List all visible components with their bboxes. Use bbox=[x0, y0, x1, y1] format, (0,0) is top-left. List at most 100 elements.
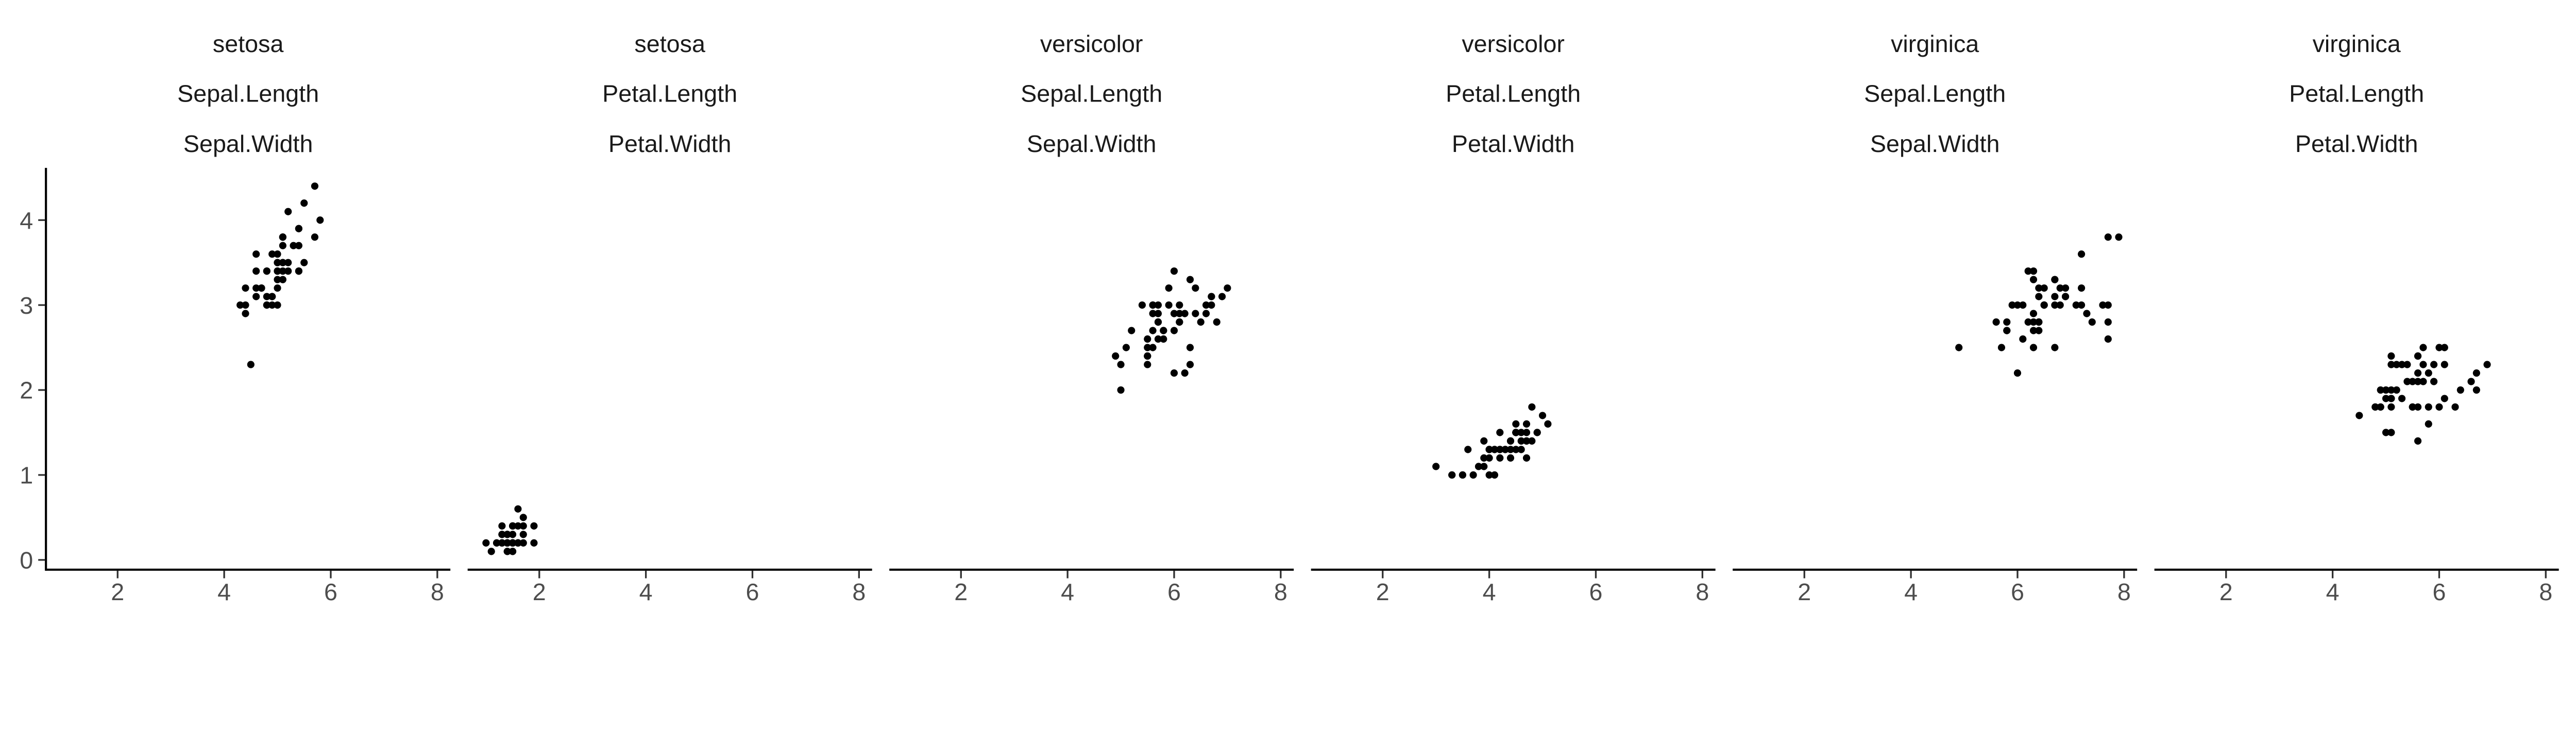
data-point bbox=[1485, 446, 1493, 453]
data-point bbox=[2414, 369, 2422, 377]
data-point bbox=[1186, 344, 1194, 351]
data-point bbox=[2104, 335, 2112, 343]
x-tick-label: 6 bbox=[2432, 579, 2446, 605]
strip-label: Petal.Length bbox=[1446, 80, 1581, 107]
data-point bbox=[247, 361, 255, 368]
data-point bbox=[279, 242, 286, 249]
data-point bbox=[274, 250, 281, 258]
data-point bbox=[1459, 471, 1466, 479]
facet-panel-3: versicolor Sepal.Length Sepal.Width 2 4 6 8 bbox=[889, 30, 1294, 605]
data-point bbox=[2409, 378, 2416, 385]
data-point bbox=[514, 539, 522, 547]
data-point bbox=[2377, 403, 2384, 411]
x-tick-label: 4 bbox=[2326, 579, 2340, 605]
data-point bbox=[2051, 293, 2059, 300]
data-point bbox=[2398, 361, 2406, 368]
data-point bbox=[1144, 352, 1151, 360]
data-point bbox=[2099, 301, 2107, 309]
data-point bbox=[300, 199, 308, 207]
x-tick-label: 8 bbox=[852, 579, 866, 605]
x-tick-label: 2 bbox=[1376, 579, 1389, 605]
strip-label: Petal.Length bbox=[2289, 80, 2424, 107]
data-point bbox=[1144, 344, 1151, 351]
data-point bbox=[252, 267, 260, 275]
data-point bbox=[2035, 284, 2043, 292]
x-tick-label: 4 bbox=[1483, 579, 1496, 605]
data-point bbox=[1480, 463, 1488, 470]
data-point bbox=[519, 522, 527, 530]
y-tick-label: 2 bbox=[20, 377, 33, 404]
data-point bbox=[2029, 318, 2038, 326]
data-point bbox=[316, 216, 324, 224]
data-point bbox=[493, 539, 501, 547]
data-point bbox=[1170, 267, 1178, 275]
data-point bbox=[268, 301, 276, 309]
data-point bbox=[530, 539, 538, 547]
strip-label: Sepal.Length bbox=[177, 80, 319, 107]
strip-label: Sepal.Length bbox=[1021, 80, 1162, 107]
data-point bbox=[498, 539, 506, 547]
data-point bbox=[2029, 344, 2038, 351]
data-point bbox=[2104, 301, 2112, 309]
data-point bbox=[2355, 412, 2363, 419]
data-point bbox=[258, 284, 265, 292]
data-point bbox=[2104, 318, 2112, 326]
data-point bbox=[1213, 318, 1221, 326]
strip-label: Petal.Length bbox=[602, 80, 737, 107]
data-point bbox=[1181, 369, 1189, 377]
data-point bbox=[268, 293, 276, 300]
data-point bbox=[1490, 471, 1499, 479]
x-tick-label: 2 bbox=[954, 579, 968, 605]
data-point bbox=[242, 301, 249, 309]
data-point bbox=[2425, 403, 2432, 411]
data-point bbox=[1512, 420, 1520, 428]
x-tick-label: 6 bbox=[324, 579, 337, 605]
data-point bbox=[1464, 446, 1472, 453]
x-tick-label: 8 bbox=[2117, 579, 2131, 605]
data-point bbox=[1176, 310, 1183, 317]
data-point bbox=[2088, 318, 2096, 326]
data-point bbox=[1496, 454, 1504, 462]
data-point bbox=[1480, 454, 1488, 462]
data-point bbox=[2056, 301, 2064, 309]
data-point bbox=[279, 233, 286, 241]
data-point bbox=[1176, 318, 1183, 326]
x-tick-label: 8 bbox=[431, 579, 444, 605]
x-tick-label: 8 bbox=[1274, 579, 1287, 605]
data-point bbox=[2451, 403, 2459, 411]
strip-label: versicolor bbox=[1462, 30, 1565, 57]
data-point bbox=[1522, 454, 1531, 462]
x-tick-label: 2 bbox=[2219, 579, 2233, 605]
data-point bbox=[2382, 386, 2390, 394]
data-point bbox=[2425, 369, 2432, 377]
data-point bbox=[2008, 301, 2016, 309]
x-tick-label: 4 bbox=[639, 579, 653, 605]
data-point bbox=[1480, 437, 1488, 445]
data-point bbox=[2115, 233, 2123, 241]
data-point bbox=[1122, 344, 1130, 351]
data-point bbox=[1181, 310, 1189, 317]
data-point bbox=[1170, 369, 1178, 377]
data-point bbox=[1506, 446, 1515, 453]
x-tick-label: 4 bbox=[217, 579, 231, 605]
data-point bbox=[1117, 361, 1125, 368]
data-point bbox=[2003, 327, 2011, 334]
data-point bbox=[2441, 344, 2448, 351]
data-point bbox=[2430, 361, 2438, 368]
strip-label: versicolor bbox=[1040, 30, 1143, 57]
data-point bbox=[2382, 395, 2390, 402]
strip-label: virginica bbox=[1891, 30, 1979, 57]
data-point bbox=[2077, 250, 2086, 258]
data-point bbox=[2419, 344, 2427, 351]
data-point bbox=[503, 548, 511, 555]
data-point bbox=[2040, 301, 2048, 309]
data-point bbox=[279, 267, 286, 275]
data-point bbox=[2003, 318, 2011, 326]
data-point bbox=[2472, 386, 2480, 394]
data-point bbox=[1117, 386, 1125, 394]
data-point bbox=[1522, 420, 1531, 428]
data-point bbox=[2435, 344, 2443, 351]
data-point bbox=[1490, 446, 1499, 453]
data-point bbox=[1432, 463, 1440, 470]
data-point bbox=[1544, 420, 1552, 428]
